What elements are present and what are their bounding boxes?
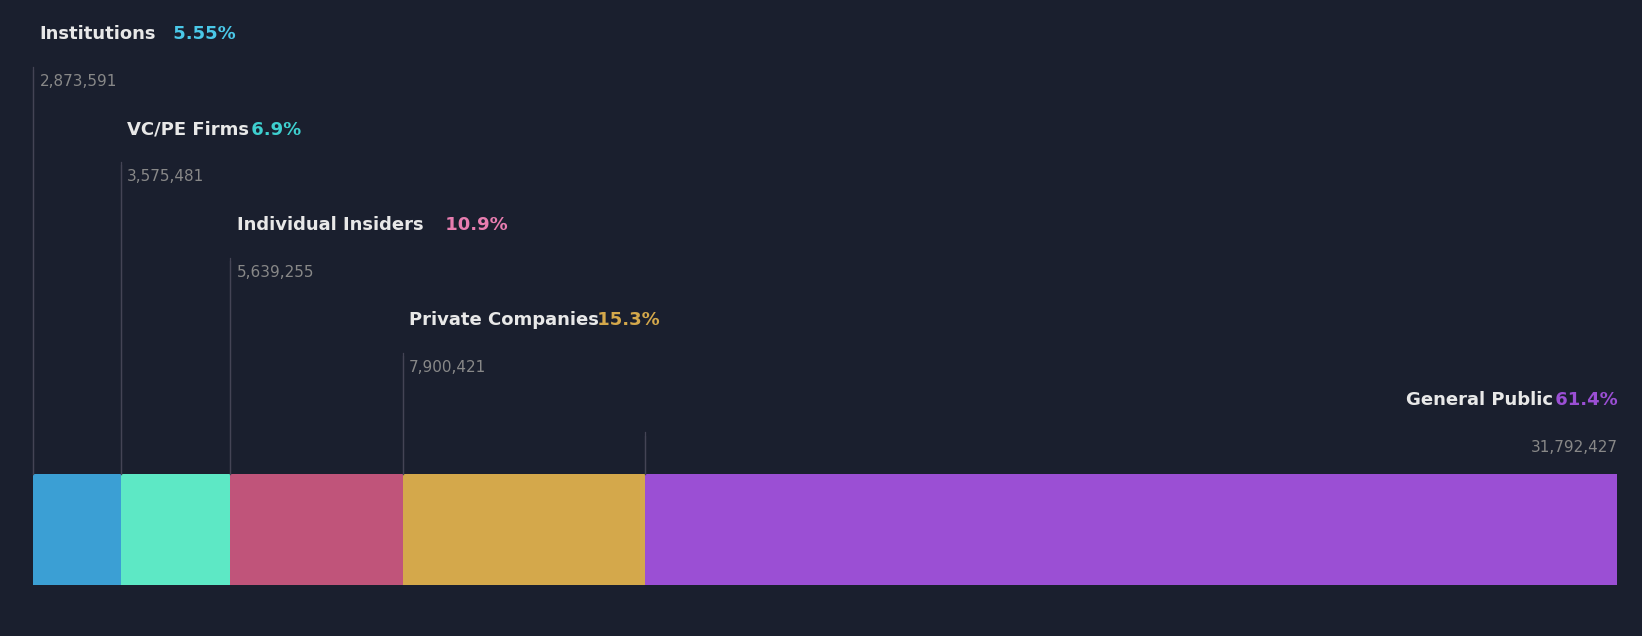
Text: 7,900,421: 7,900,421	[409, 360, 486, 375]
Text: 61.4%: 61.4%	[1548, 391, 1617, 409]
Text: 10.9%: 10.9%	[440, 216, 507, 234]
Text: 2,873,591: 2,873,591	[39, 74, 117, 89]
Text: 6.9%: 6.9%	[245, 121, 300, 139]
Text: Private Companies: Private Companies	[409, 312, 599, 329]
Text: Individual Insiders: Individual Insiders	[236, 216, 424, 234]
Text: 5,639,255: 5,639,255	[236, 265, 314, 280]
Text: VC/PE Firms: VC/PE Firms	[128, 121, 250, 139]
Text: 5.55%: 5.55%	[167, 25, 236, 43]
Text: General Public: General Public	[1406, 391, 1553, 409]
Text: 15.3%: 15.3%	[591, 312, 660, 329]
Text: Institutions: Institutions	[39, 25, 156, 43]
Text: 3,575,481: 3,575,481	[128, 169, 205, 184]
Text: 31,792,427: 31,792,427	[1530, 439, 1617, 455]
